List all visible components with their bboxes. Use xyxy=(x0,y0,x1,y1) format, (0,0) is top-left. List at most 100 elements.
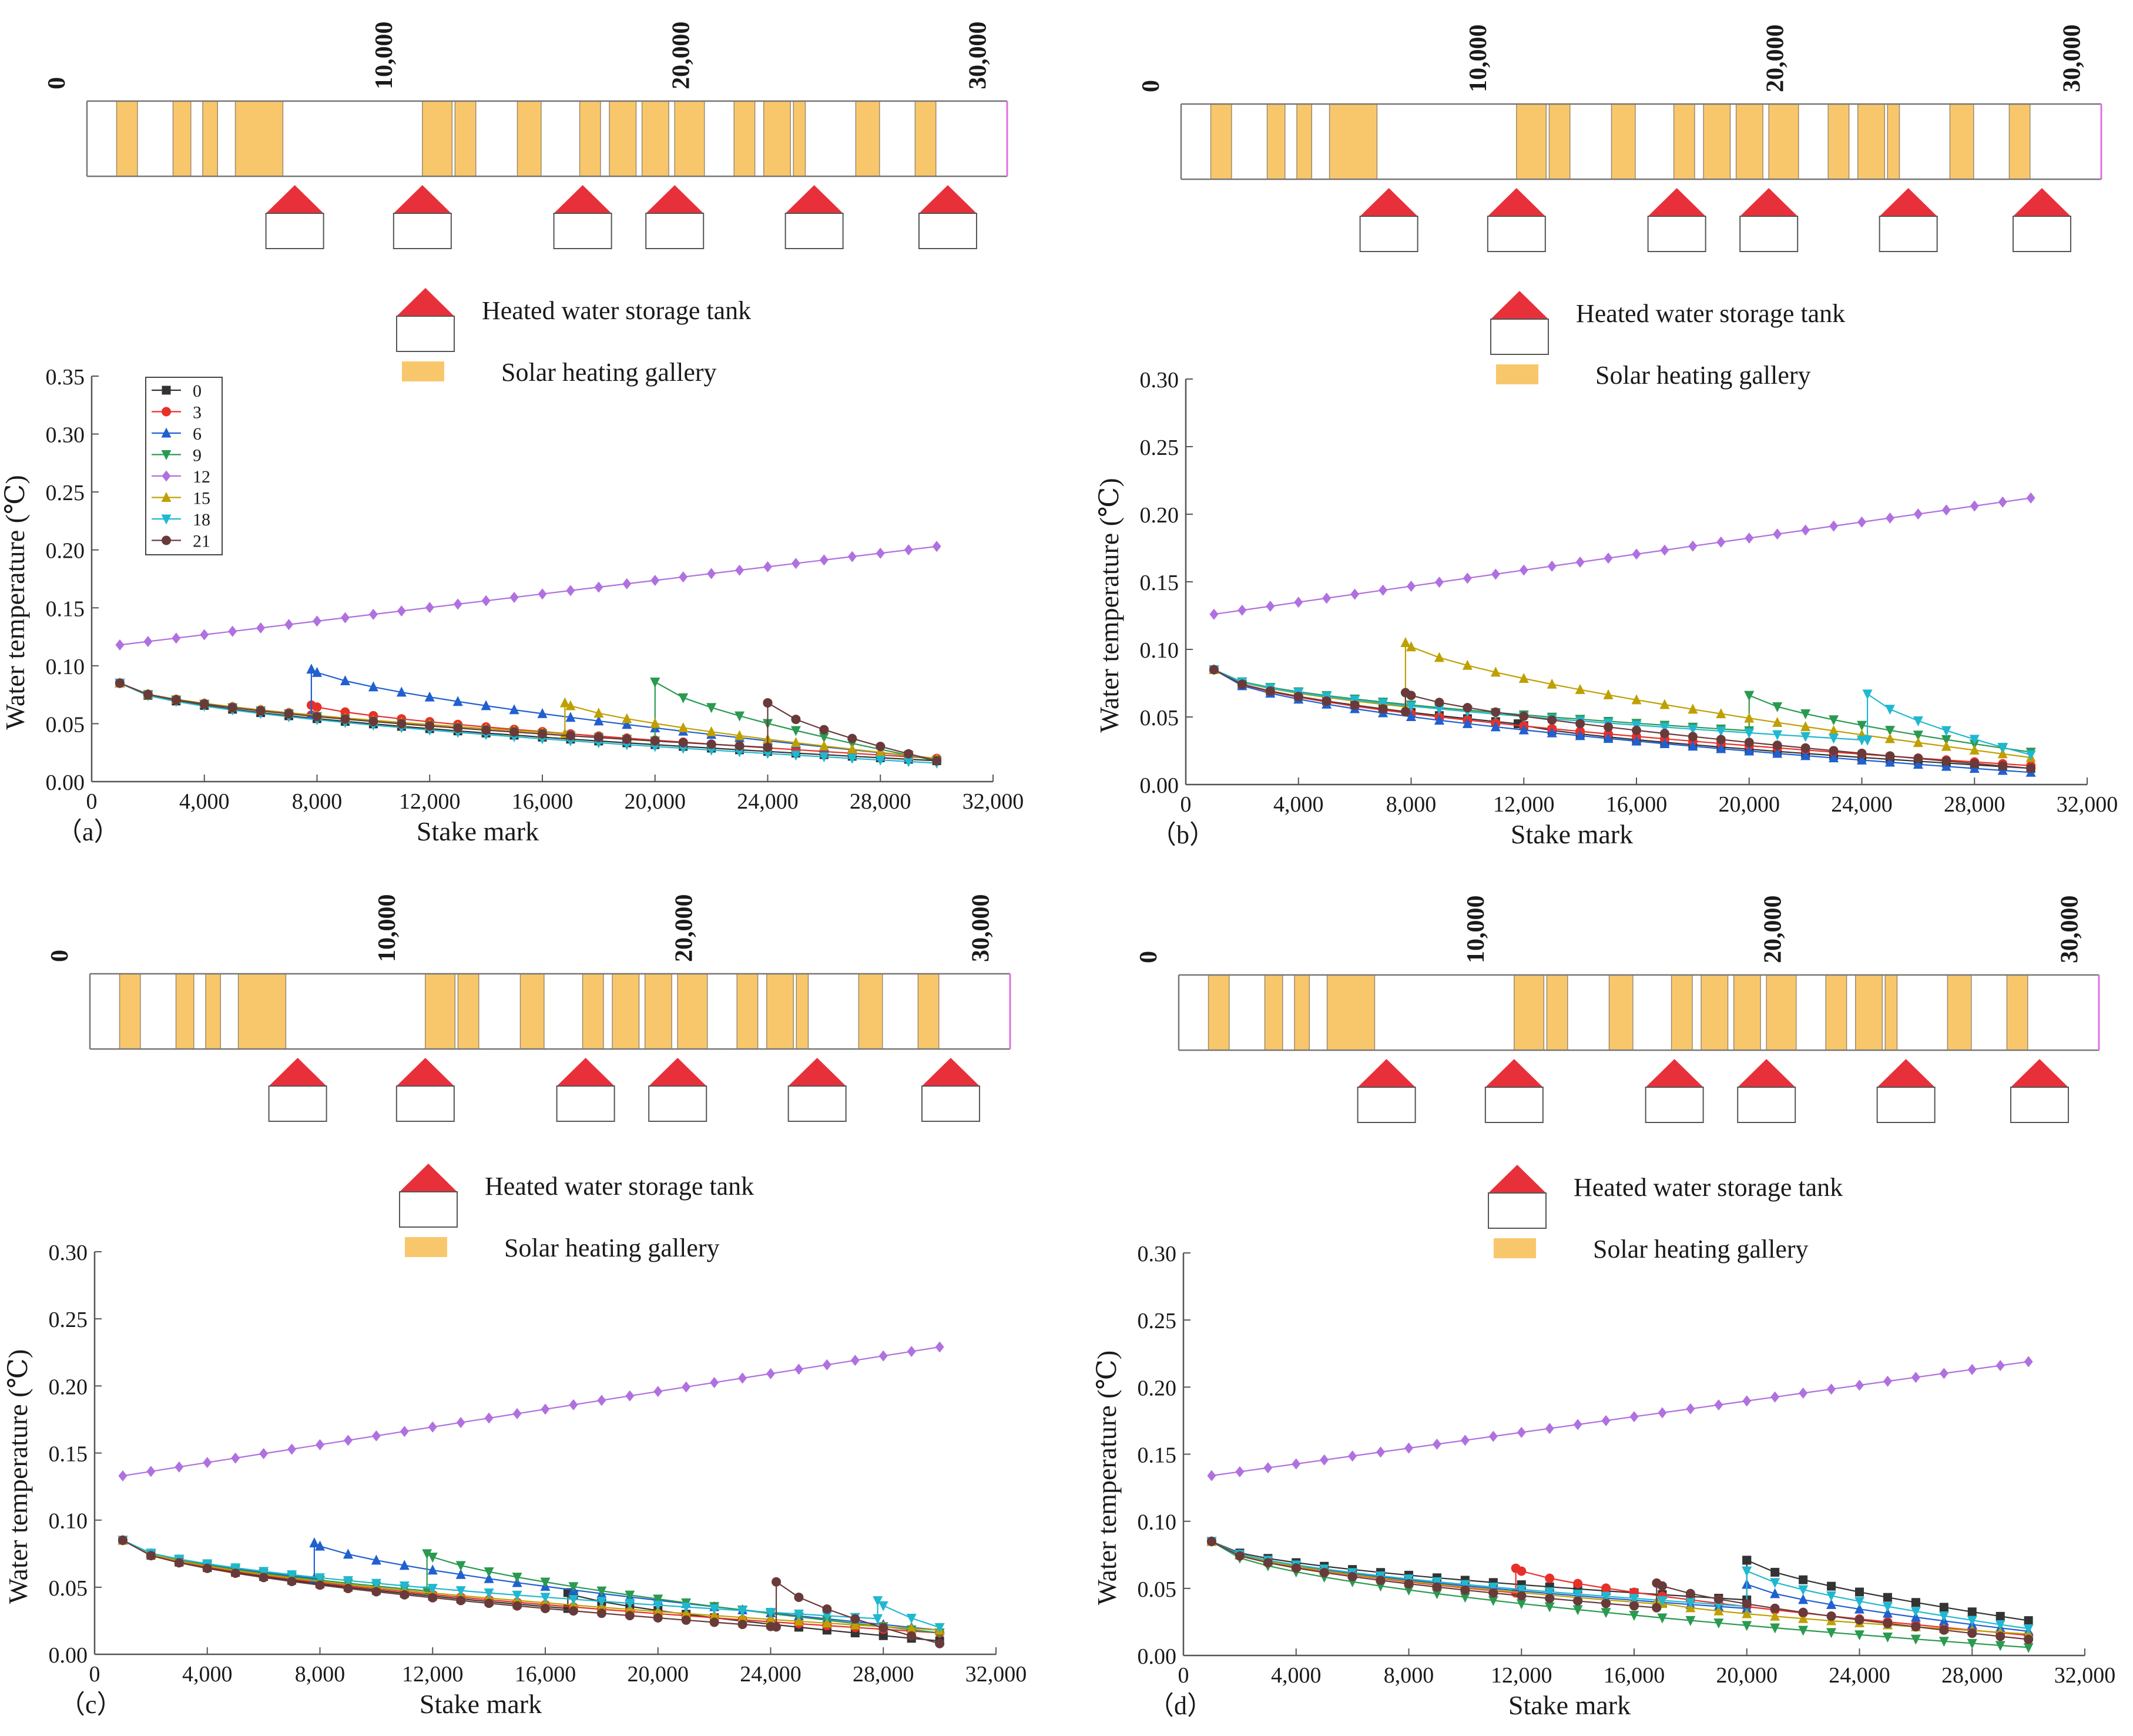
panel-c: 0 10,000 20,000 30,000 Heated water storage … xyxy=(3,894,1027,1720)
marker xyxy=(400,1426,409,1437)
marker xyxy=(1601,1415,1611,1426)
series-12 xyxy=(1209,492,2035,620)
marker xyxy=(766,1614,776,1624)
marker xyxy=(428,1593,438,1603)
marker xyxy=(1688,732,1698,742)
strip-tick-label: 10,000 xyxy=(374,894,401,963)
marker xyxy=(1716,726,1726,737)
tank-roof-icon xyxy=(1879,188,1937,216)
marker xyxy=(678,722,689,732)
legend-gallery-swatch xyxy=(402,361,444,381)
solar-gallery-segment xyxy=(1768,103,1799,180)
marker xyxy=(118,1470,128,1482)
x-tick-label: 24,000 xyxy=(1829,1663,1890,1688)
strip-tick-label: 30,000 xyxy=(2056,896,2083,964)
marker xyxy=(1631,694,1642,705)
marker xyxy=(256,706,266,716)
marker xyxy=(906,1623,917,1633)
marker xyxy=(625,1590,635,1601)
series-6 xyxy=(1206,1536,2034,1636)
solar-gallery-segment xyxy=(454,100,477,177)
tank-body-icon xyxy=(1879,216,1938,252)
marker xyxy=(1657,1596,1668,1606)
marker xyxy=(1967,1628,1977,1638)
marker xyxy=(1575,730,1585,740)
marker xyxy=(738,1372,747,1384)
solar-gallery-segment xyxy=(2008,103,2031,180)
marker xyxy=(306,663,317,674)
marker xyxy=(315,1580,325,1590)
tank-roof-icon xyxy=(788,1058,846,1086)
marker xyxy=(793,1609,804,1620)
marker xyxy=(1885,751,1895,761)
marker xyxy=(565,700,576,711)
legend-entry-label: 0 xyxy=(193,381,202,401)
marker xyxy=(568,1582,579,1593)
marker xyxy=(1997,743,2008,753)
marker xyxy=(1657,1613,1668,1624)
marker xyxy=(1319,1567,1329,1577)
marker xyxy=(538,588,547,600)
marker xyxy=(371,1579,381,1589)
series-18 xyxy=(1209,665,2036,760)
series-line xyxy=(119,682,937,762)
marker xyxy=(1911,1622,1921,1632)
solar-gallery-segment xyxy=(119,973,141,1050)
solar-gallery-segment xyxy=(1546,974,1568,1051)
marker xyxy=(1744,712,1755,723)
tank-roof-icon xyxy=(1740,188,1798,216)
series-9 xyxy=(115,677,942,767)
x-tick-label: 12,000 xyxy=(1491,1663,1552,1688)
route-strip: 0 10,000 20,000 30,000 xyxy=(46,894,1011,1122)
marker xyxy=(1688,540,1698,552)
strip-tick-label: 0 xyxy=(43,77,71,89)
solar-gallery-segment xyxy=(2006,974,2028,1051)
marker xyxy=(161,427,172,438)
tank-roof-icon xyxy=(1645,1059,1703,1087)
marker xyxy=(259,1573,269,1583)
marker xyxy=(1883,1593,1892,1602)
marker xyxy=(425,721,435,731)
legend-tank-label: Heated water storage tank xyxy=(482,296,751,325)
marker xyxy=(1913,753,1923,763)
marker xyxy=(904,544,913,556)
marker xyxy=(566,585,575,596)
marker xyxy=(1829,746,1839,756)
y-tick-label: 0.30 xyxy=(46,423,85,448)
y-tick-label: 0.30 xyxy=(49,1241,88,1265)
marker xyxy=(1910,1634,1921,1645)
marker xyxy=(678,738,688,748)
marker xyxy=(735,564,744,576)
marker xyxy=(1434,704,1444,715)
series-3 xyxy=(115,678,942,763)
series-0 xyxy=(115,678,941,766)
solar-gallery-segment xyxy=(677,973,708,1050)
y-tick-label: 0.00 xyxy=(1140,773,1179,798)
y-tick-label: 0.05 xyxy=(1140,706,1179,730)
marker xyxy=(1488,1588,1498,1598)
marker xyxy=(1572,1590,1583,1600)
series-line xyxy=(119,681,937,762)
strip-tick-label: 20,000 xyxy=(1762,25,1789,93)
tank-roof-icon xyxy=(918,185,977,213)
marker xyxy=(1995,1641,2005,1651)
legend-entry-label: 15 xyxy=(193,489,210,508)
solar-gallery-segment xyxy=(1294,974,1310,1051)
y-tick-label: 0.00 xyxy=(1138,1644,1177,1669)
marker xyxy=(1969,735,1980,745)
marker xyxy=(399,1581,410,1591)
solar-gallery-segment xyxy=(1947,974,1972,1051)
marker xyxy=(1913,716,1923,727)
marker xyxy=(596,1586,607,1597)
marker xyxy=(1772,702,1783,712)
marker xyxy=(1827,1581,1836,1591)
solar-gallery-segment xyxy=(1825,974,1847,1051)
solar-gallery-segment xyxy=(1514,974,1545,1051)
marker xyxy=(453,598,462,610)
marker xyxy=(427,1552,438,1563)
marker xyxy=(2026,492,2035,504)
marker xyxy=(873,1596,883,1607)
marker xyxy=(876,742,886,752)
marker xyxy=(287,1443,297,1455)
tank-roof-icon xyxy=(2010,1059,2068,1087)
